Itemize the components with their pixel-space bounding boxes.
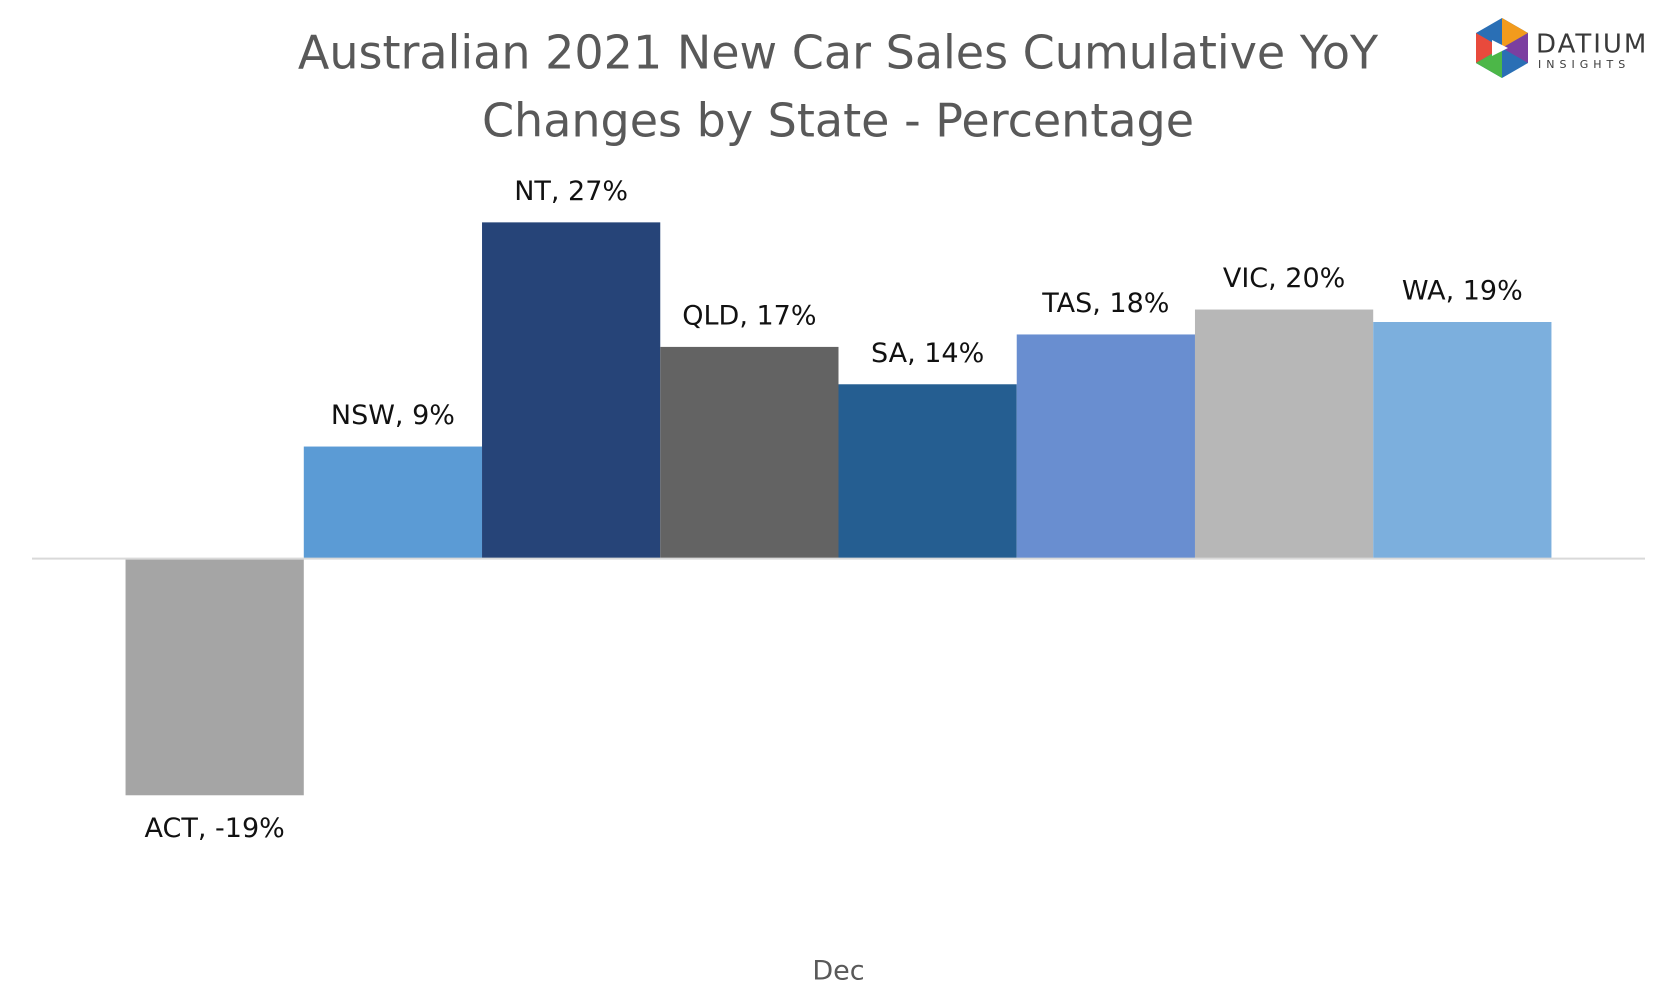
- bar: [482, 222, 661, 559]
- chart-title: Changes by State - Percentage: [482, 94, 1194, 148]
- bar: [660, 346, 839, 559]
- bar: [125, 558, 304, 796]
- data-label: SA, 14%: [871, 338, 984, 369]
- logo-tagline: INSIGHTS: [1538, 58, 1630, 71]
- bar: [303, 446, 483, 559]
- logo-icon: [1476, 33, 1502, 63]
- logo-icon: [1502, 18, 1528, 48]
- logo: DATIUM INSIGHTS: [1476, 18, 1648, 78]
- data-label: ACT, -19%: [145, 813, 285, 844]
- logo-name: DATIUM: [1536, 30, 1648, 60]
- data-label: TAS, 18%: [1041, 288, 1169, 319]
- bar: [838, 384, 1017, 559]
- chart-title: Australian 2021 New Car Sales Cumulative…: [298, 26, 1379, 80]
- data-label: VIC, 20%: [1223, 263, 1345, 294]
- data-label: NT, 27%: [514, 176, 628, 207]
- logo-icon: [1476, 48, 1502, 78]
- bar: [1194, 309, 1374, 559]
- data-label: NSW, 9%: [331, 400, 455, 431]
- data-label: QLD, 17%: [682, 300, 816, 331]
- logo-icon: [1492, 40, 1508, 56]
- bar: [1016, 334, 1195, 559]
- data-label: WA, 19%: [1402, 276, 1523, 307]
- logo-icon: [1502, 33, 1528, 63]
- bar: [1373, 322, 1552, 559]
- x-tick-label: Dec: [812, 956, 864, 987]
